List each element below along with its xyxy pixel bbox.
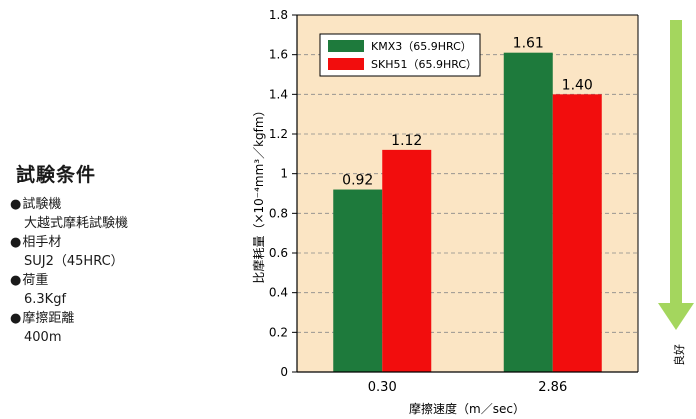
legend-swatch <box>328 58 364 70</box>
y-tick-label: 0.4 <box>269 286 288 300</box>
bar-value-label: 1.40 <box>562 77 593 93</box>
y-tick-label: 1.4 <box>269 87 288 101</box>
legend-label: SKH51（65.9HRC） <box>371 58 477 71</box>
y-tick-label: 1 <box>280 167 288 181</box>
y-tick-label: 0 <box>280 365 288 379</box>
bar-skh51-0 <box>382 149 432 372</box>
y-tick-label: 1.6 <box>269 48 288 62</box>
condition-label: 摩擦距離 <box>10 311 74 326</box>
condition-value: SUJ2（45HRC） <box>24 254 124 269</box>
condition-label: 試験機 <box>10 197 61 212</box>
condition-item-distance: 摩擦距離 400m <box>10 309 210 347</box>
y-axis-label: 比摩耗量（×10⁻⁴mm³／kgfm） <box>251 104 266 283</box>
bar-kmx3-0 <box>333 189 383 372</box>
better-direction-label: 良好 <box>672 344 686 366</box>
axes <box>292 14 639 373</box>
y-tick-labels: 0 0.2 0.4 0.6 0.8 1 1.2 1.4 1.6 1.8 <box>269 8 288 379</box>
bars <box>333 52 602 372</box>
condition-value: 大越式摩耗試験機 <box>24 216 129 231</box>
legend-swatch <box>328 40 364 52</box>
bar-value-label: 0.92 <box>342 173 373 189</box>
y-tick-label: 0.8 <box>269 206 288 220</box>
bar-value-labels: 0.92 1.12 1.61 1.40 <box>342 36 593 189</box>
legend-label: KMX3（65.9HRC） <box>371 40 472 53</box>
bar-value-label: 1.61 <box>513 36 544 52</box>
arrow-head <box>658 303 694 330</box>
condition-label: 相手材 <box>10 235 61 250</box>
x-tick-labels: 0.30 2.86 <box>368 380 567 395</box>
bar-skh51-1 <box>552 94 602 372</box>
y-tick-label: 0.6 <box>269 246 288 260</box>
y-tick-label: 1.8 <box>269 8 288 22</box>
condition-value: 6.3Kgf <box>24 292 67 307</box>
x-axis-label: 摩擦速度（m／sec） <box>409 401 525 416</box>
y-tick-label: 1.2 <box>269 127 288 141</box>
x-tick-label: 0.30 <box>368 380 397 395</box>
condition-item-counterpart: 相手材 SUJ2（45HRC） <box>10 233 210 271</box>
y-tick-label: 0.2 <box>269 325 288 339</box>
condition-item-load: 荷重 6.3Kgf <box>10 271 210 309</box>
bar-value-label: 1.12 <box>391 133 422 149</box>
condition-item-machine: 試験機 大越式摩耗試験機 <box>10 195 210 233</box>
x-tick-label: 2.86 <box>538 380 567 395</box>
condition-value: 400m <box>24 330 62 345</box>
test-conditions: 試験条件 試験機 大越式摩耗試験機 相手材 SUJ2（45HRC） 荷重 6.3… <box>10 160 210 347</box>
better-direction-arrow <box>658 20 694 330</box>
bar-kmx3-1 <box>503 52 553 372</box>
condition-label: 荷重 <box>10 273 48 288</box>
conditions-title: 試験条件 <box>16 164 97 186</box>
legend: KMX3（65.9HRC） SKH51（65.9HRC） <box>319 33 481 77</box>
arrow-shaft <box>670 20 682 303</box>
